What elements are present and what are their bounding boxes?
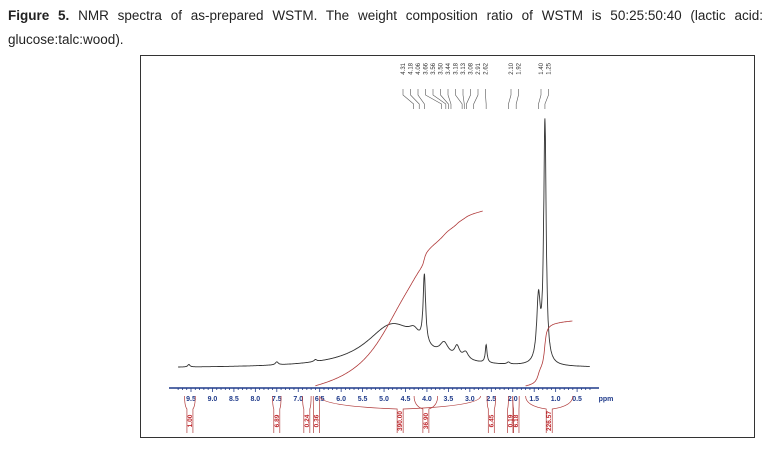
peak-label: 3.56: [431, 62, 437, 74]
peak-marker: [538, 89, 542, 109]
nmr-figure: 9.5 9.0 8.5 8.0 7.5 7.0 6.5 6.0 5.5 5.0 4.5 4.0 3.5 3…: [140, 55, 755, 438]
peak-marker: [485, 89, 487, 109]
integral-value: 36.90: [423, 412, 430, 429]
integral-bracket: [312, 395, 321, 433]
integral-bracket: [184, 395, 196, 433]
integral-value: 0.24: [304, 414, 311, 427]
peak-label: 3.13: [461, 62, 467, 74]
integral-value: 6.45: [488, 414, 495, 427]
integral-value: 0.36: [313, 414, 320, 427]
integral-bracket: [413, 395, 439, 433]
peak-label: 4.18: [409, 62, 415, 74]
integral-value: 0.19: [508, 414, 515, 427]
peak-label: 2.62: [484, 62, 490, 74]
x-tick-label: 3.0: [465, 396, 475, 403]
peak-label: 2.10: [509, 62, 515, 74]
peak-marker: [402, 89, 414, 109]
peak-label: 4.06: [416, 62, 422, 74]
peak-label: 3.18: [454, 62, 460, 74]
integral-value: 6.18: [513, 414, 520, 427]
nmr-spectrum-chart: 9.5 9.0 8.5 8.0 7.5 7.0 6.5 6.0 5.5 5.0 4.5 4.0 3.5 3…: [169, 62, 614, 433]
integral-value: 226.57: [546, 411, 553, 431]
peak-label: 1.25: [547, 62, 553, 74]
integral-bracket: [525, 395, 574, 433]
peak-marker: [417, 89, 425, 109]
peak-marker: [440, 89, 449, 109]
figure-caption: Figure 5. NMR spectra of as-prepared WST…: [8, 4, 763, 52]
integral-value: 6.89: [274, 414, 281, 427]
integral-bracket: [319, 395, 481, 433]
x-tick-label: 4.5: [401, 396, 411, 403]
x-tick-label: 6.0: [336, 396, 346, 403]
peak-marker: [544, 89, 549, 109]
peak-label: 3.66: [424, 62, 430, 74]
x-tick-label: 4.0: [422, 396, 432, 403]
peak-label: 3.44: [446, 62, 452, 74]
integral-curve: [525, 320, 573, 387]
integral-value: 1.00: [187, 414, 194, 427]
peak-marker: [425, 89, 442, 109]
peak-marker: [466, 89, 471, 109]
x-tick-label: 8.5: [229, 396, 239, 403]
x-tick-label: 9.0: [208, 396, 218, 403]
peak-label: 3.50: [439, 62, 445, 74]
x-tick-label: 2.5: [486, 396, 496, 403]
peak-marker: [455, 89, 463, 109]
peak-label: 1.92: [517, 62, 523, 74]
x-tick-label: 7.0: [293, 396, 303, 403]
peak-marker: [515, 89, 519, 109]
x-tick-label: 8.0: [250, 396, 260, 403]
integral-bracket: [512, 395, 520, 433]
x-tick-label: 1.5: [529, 396, 539, 403]
x-tick-label: 9.5: [186, 396, 196, 403]
x-tick-label: 5.5: [358, 396, 368, 403]
spectrum-line: [178, 118, 590, 368]
peak-label: 3.08: [469, 62, 475, 74]
peak-marker: [508, 89, 512, 109]
x-tick-label: 0.5: [572, 396, 582, 403]
peak-marker: [410, 89, 420, 109]
figure-label: Figure 5.: [8, 8, 70, 23]
integral-bracket: [486, 395, 496, 433]
integral-bracket: [302, 395, 312, 433]
caption-text: NMR spectra of as-prepared WSTM. The wei…: [8, 8, 763, 47]
x-tick-label: 1.0: [551, 396, 561, 403]
integral-bracket: [272, 395, 282, 433]
x-tick-label: 5.0: [379, 396, 389, 403]
x-axis-label: ppm: [599, 396, 614, 403]
peak-label: 1.40: [539, 62, 545, 74]
x-tick-label: 3.5: [444, 396, 454, 403]
peak-marker: [473, 89, 479, 109]
peak-label: 4.31: [401, 62, 407, 74]
peak-label: 2.91: [476, 62, 482, 74]
peak-marker: [432, 89, 447, 109]
integral-curve: [315, 210, 483, 387]
x-tick-label: 7.5: [272, 396, 282, 403]
peak-marker: [447, 89, 452, 109]
integral-value: 390.00: [397, 411, 404, 431]
peak-marker: [462, 89, 465, 109]
